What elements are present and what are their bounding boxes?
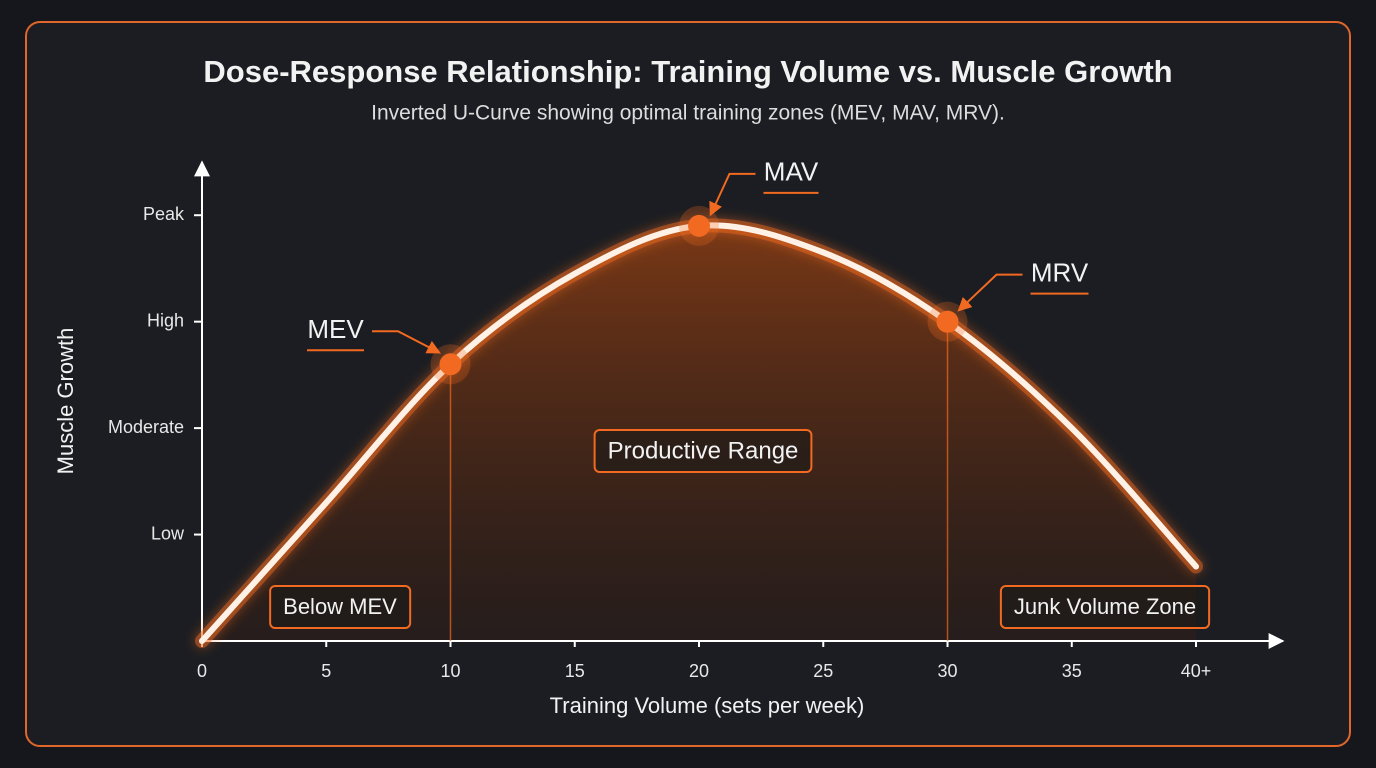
y-tick-label: Peak [143,204,185,224]
marker-arrow [372,330,441,354]
marker-arrow [957,273,1023,312]
x-tick-label: 35 [1062,661,1082,681]
y-tick-label: Low [151,523,185,543]
y-tick-label: Moderate [108,417,184,437]
marker-arrow [709,172,756,217]
x-tick-label: 25 [813,661,833,681]
x-tick-label: 20 [689,661,709,681]
x-tick-label: 15 [565,661,585,681]
zone-box [269,585,412,629]
marker-label: MEV [307,314,364,344]
zone: Below MEV [269,585,412,629]
zone-box [999,585,1211,629]
x-axis-label: Training Volume (sets per week) [550,693,865,718]
zone-label: Junk Volume Zone [1014,594,1196,619]
x-tick-label: 10 [440,661,460,681]
marker-label: MRV [1031,258,1089,288]
x-tick-label: 40+ [1181,661,1212,681]
zone: Productive Range [593,429,813,473]
marker [439,353,462,376]
zone-box [593,429,813,473]
chart-title: Dose-Response Relationship: Training Vol… [203,54,1172,89]
x-tick-label: 0 [197,661,207,681]
x-tick-label: 30 [938,661,958,681]
chart-subtitle: Inverted U-Curve showing optimal trainin… [371,102,1005,125]
y-axis-label: Muscle Growth [53,328,78,475]
zone-label: Below MEV [283,594,397,619]
marker [936,310,959,333]
y-tick-label: High [147,310,184,330]
zone-label: Productive Range [608,437,799,464]
marker [688,214,711,237]
marker-label: MAV [764,157,819,187]
x-tick-label: 5 [321,661,331,681]
zone: Junk Volume Zone [999,585,1211,629]
